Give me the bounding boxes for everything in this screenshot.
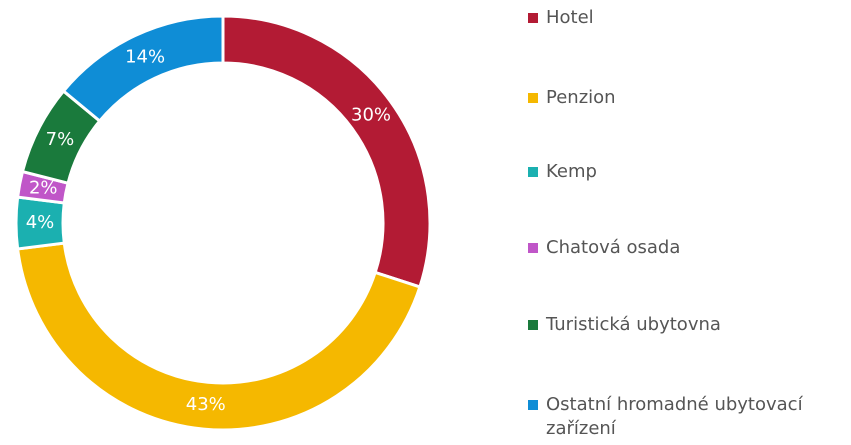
data-label: 30%	[351, 104, 391, 125]
legend-item: Chatová osada	[528, 236, 846, 260]
data-label: 7%	[46, 129, 75, 150]
legend-swatch	[528, 13, 538, 23]
legend-label: Hotel	[546, 7, 594, 28]
data-label: 2%	[29, 178, 58, 199]
donut-segment	[15, 241, 422, 432]
chart: 30% 43% 4% 2% 7% 14%	[14, 14, 432, 432]
legend-item: Ostatní hromadné ubytovací zařízení	[528, 393, 846, 441]
legend-swatch	[528, 93, 538, 103]
legend-label: Penzion	[546, 87, 616, 108]
legend-item: Penzion	[528, 86, 846, 110]
data-label: 4%	[26, 212, 55, 233]
legend-label: Turistická ubytovna	[546, 314, 721, 335]
legend-item: Turistická ubytovna	[528, 313, 846, 337]
legend-label: Chatová osada	[546, 237, 681, 258]
donut-segment	[61, 14, 225, 124]
donut-segment	[221, 14, 432, 289]
legend-label: Kemp	[546, 161, 597, 182]
legend-item: Kemp	[528, 160, 846, 184]
data-label: 14%	[125, 46, 165, 67]
legend-swatch	[528, 167, 538, 177]
data-label: 43%	[186, 394, 226, 415]
legend-swatch	[528, 243, 538, 253]
legend-item: Hotel	[528, 6, 846, 30]
legend-swatch	[528, 320, 538, 330]
legend-label: Ostatní hromadné ubytovací zařízení	[546, 394, 803, 439]
legend-swatch	[528, 400, 538, 410]
